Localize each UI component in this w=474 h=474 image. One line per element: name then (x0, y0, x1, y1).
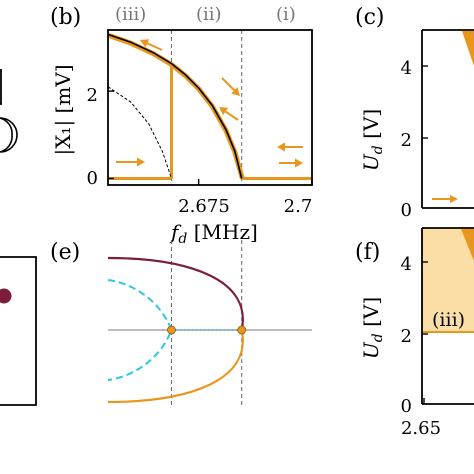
response-curve-orange-upper (107, 32, 245, 180)
sweep-arrow-down-top-head (140, 39, 150, 48)
panel-b-y-axis-label: |X₁| [mV] (51, 64, 76, 155)
sweep-arrow-down-top-shaft (146, 42, 163, 51)
panel-e-unstable-branch (107, 279, 173, 381)
panel-c-ylabel-main: U (359, 153, 383, 171)
sweep-arrow-up-low-head (137, 157, 145, 167)
panel-f-y-axis-label: Ud [V] (359, 297, 386, 359)
sweep-arrow-up-low (116, 157, 145, 167)
sweep-arrow-down-top (140, 39, 163, 51)
sweep-arrow-down-right (277, 142, 303, 152)
panel-b-x-axis-label: fd [MHz] (169, 220, 258, 247)
panel-c-label: (c) (355, 5, 385, 30)
panel-e-bifurcation-point-0 (167, 325, 176, 335)
sweep-arrow-up-right-head (295, 158, 303, 168)
panel-f-axes-frame (421, 227, 474, 405)
panel-c: (c) Ud [V] 4 2 0 (355, 5, 474, 221)
sweep-arrow-down-middle-head (219, 107, 229, 116)
panel-f: (f) Ud [V] (iii) 4 2 0 2.65 (355, 227, 474, 439)
sweep-arrow-up-middle-head (231, 87, 240, 96)
panel-c-y-tick-label-4: 4 (401, 58, 412, 79)
panel-b-label: (b) (50, 5, 81, 30)
panel-d-dot (0, 288, 12, 304)
panel-d-box (0, 256, 37, 406)
panel-e-plot (107, 240, 312, 405)
panel-c-orange-wedge (462, 31, 474, 67)
sweep-arrow-down-middle-shaft (225, 110, 239, 121)
panel-c-y-tick-label-0: 0 (401, 200, 412, 221)
panel-c-sweep-arrow (432, 195, 458, 203)
region-label-iii: (iii) (115, 4, 146, 25)
x-axis-label-unit: [MHz] (187, 220, 257, 244)
panel-f-y-tick-label-0: 0 (401, 396, 412, 417)
panel-d-fragment (0, 256, 37, 406)
panel-f-label: (f) (355, 240, 380, 265)
panel-b: (b) (iii) (ii) (i) |X₁| [mV] 0 2 2.675 2… (50, 4, 313, 247)
panel-b-y-tick-label-0: 0 (87, 168, 98, 189)
panel-e: (e) (50, 240, 312, 405)
sweep-arrow-down-right-head (277, 142, 285, 152)
region-label-i: (i) (276, 4, 296, 25)
panel-b-axes-frame (107, 29, 313, 186)
panel-b-plot (107, 30, 313, 185)
panel-c-y-axis-label: Ud [V] (359, 109, 386, 171)
panel-e-lower-branch (107, 329, 244, 404)
panel-b-x-tick-label-2675: 2.675 (178, 196, 230, 217)
sweep-arrow-up-middle-shaft (221, 77, 236, 92)
panel-f-region-label: (iii) (432, 309, 465, 331)
panel-f-y-tick-label-2: 2 (401, 326, 412, 347)
sweep-arrow-down-middle (219, 107, 239, 121)
panel-f-x-tick-label-265: 2.65 (401, 418, 441, 439)
panel-e-label: (e) (50, 240, 80, 265)
panel-f-ylabel-sub: d (370, 333, 386, 342)
panel-c-ylabel-unit: [V] (359, 109, 383, 145)
region-label-ii: (ii) (196, 4, 222, 25)
panel-f-ylabel-main: U (359, 341, 383, 359)
x-axis-label-sub: d (178, 231, 187, 247)
panel-e-bifurcation-point-1 (237, 325, 247, 335)
panel-c-y-tick-label-2: 2 (401, 130, 412, 151)
response-curve-black-solid (107, 33, 243, 179)
panel-b-x-tick-label-27: 2.7 (284, 196, 313, 217)
sweep-arrow-up-right (279, 158, 303, 168)
panel-e-upper-branch (107, 256, 244, 331)
panel-f-fill-region (422, 228, 474, 332)
sweep-arrow-up-middle (221, 77, 240, 96)
panel-a-fragment (0, 69, 18, 153)
panel-f-y-tick-label-4: 4 (401, 254, 412, 275)
panel-c-ylabel-sub: d (370, 145, 386, 154)
panel-a-box-edge (0, 69, 2, 105)
response-curve-black-dashed (107, 86, 172, 179)
panel-a-circle-arc (0, 117, 18, 153)
panel-f-orange-wedge (461, 229, 474, 262)
panel-c-axes-frame (421, 29, 474, 209)
panel-b-y-tick-label-2: 2 (87, 85, 98, 106)
panel-f-ylabel-unit: [V] (359, 297, 383, 333)
